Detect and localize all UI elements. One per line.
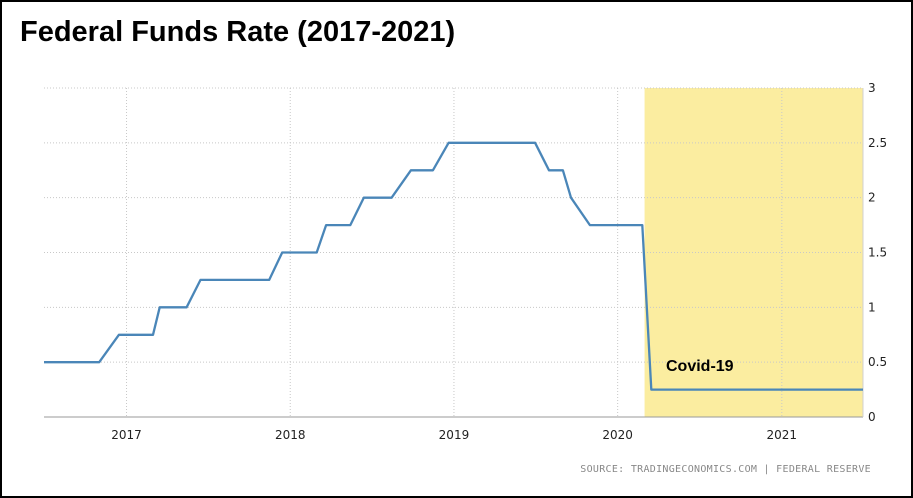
x-tick-label: 2021 — [767, 428, 798, 442]
x-tick-label: 2018 — [275, 428, 306, 442]
x-tick-label: 2017 — [111, 428, 142, 442]
x-tick-label: 2020 — [602, 428, 633, 442]
source-text: SOURCE: TRADINGECONOMICS.COM | FEDERAL R… — [580, 464, 871, 475]
y-tick-label: 1 — [868, 300, 876, 314]
y-tick-label: 0.5 — [868, 355, 887, 369]
y-tick-label: 0 — [868, 410, 876, 424]
y-tick-label: 1.5 — [868, 246, 887, 260]
y-tick-label: 3 — [868, 81, 876, 95]
x-tick-label: 2019 — [439, 428, 470, 442]
y-tick-label: 2.5 — [868, 136, 887, 150]
covid-annotation: Covid-19 — [666, 358, 734, 375]
rate-line — [44, 141, 863, 391]
chart-title: Federal Funds Rate (2017-2021) — [20, 16, 456, 48]
y-tick-label: 2 — [868, 191, 876, 205]
